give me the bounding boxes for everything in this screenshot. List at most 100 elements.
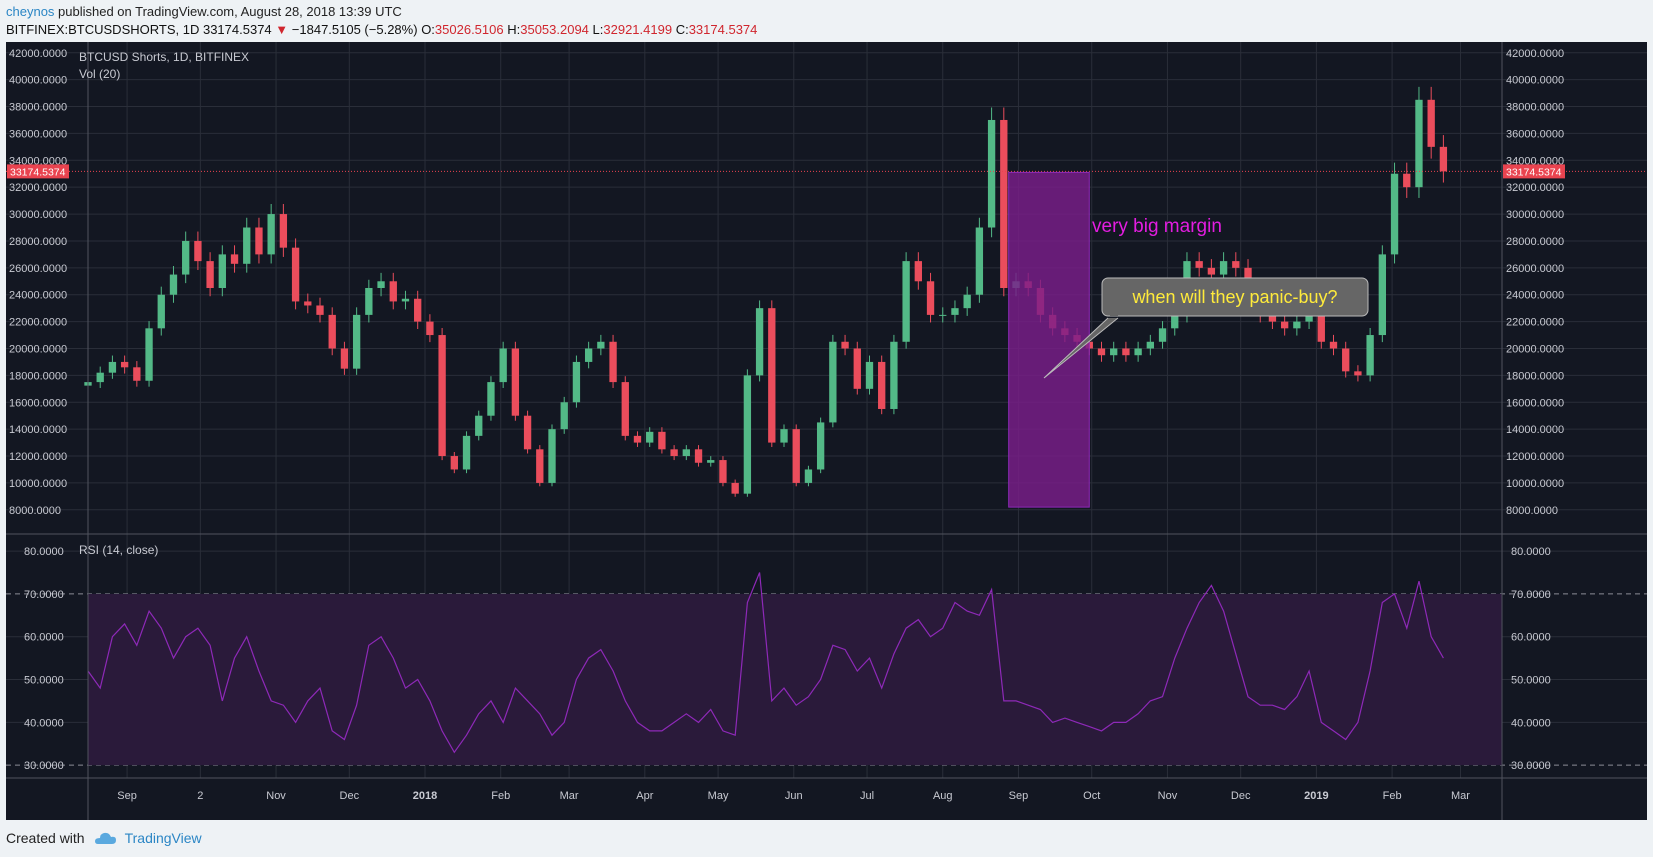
chart-canvas[interactable]: Sep 2 Nov Dec 2018 Feb Mar Apr May Jun Jul Aug Sep Oc… — [6, 42, 1647, 820]
candle-body — [169, 274, 178, 295]
x-tick-label: Apr — [636, 790, 653, 802]
x-tick-label: Dec — [340, 790, 360, 802]
y-tick-label-left: 36000.0000 — [9, 128, 67, 140]
rsi-tick-label-left: 60.0000 — [24, 632, 64, 644]
rsi-tick-label-right: 60.0000 — [1511, 632, 1551, 644]
y-tick-label-right: 20000.0000 — [1506, 343, 1564, 355]
candle-body — [1403, 173, 1411, 188]
candle-body — [914, 261, 922, 282]
y-tick-label-right: 26000.0000 — [1506, 263, 1564, 275]
y-tick-label-right: 42000.0000 — [1506, 48, 1564, 60]
candle-body — [462, 435, 471, 470]
y-tick-label-left: 8000.0000 — [9, 505, 61, 517]
rsi-tick-label-right: 30.0000 — [1511, 760, 1551, 772]
rsi-tick-label-left: 30.0000 — [24, 760, 64, 772]
candle-body — [707, 460, 715, 463]
candle-body — [902, 261, 910, 342]
x-tick-label: Nov — [266, 790, 286, 802]
margin-box[interactable] — [1008, 171, 1090, 508]
candle-body — [1122, 348, 1130, 356]
close-label: C: — [675, 22, 689, 37]
rsi-tick-label-right: 40.0000 — [1511, 717, 1551, 729]
candle-body — [816, 422, 825, 470]
high-value: 35053.2094 — [520, 22, 589, 37]
candle-body — [1195, 261, 1203, 268]
candle-body — [499, 348, 507, 383]
legend-volume: Vol (20) — [79, 67, 120, 81]
y-tick-label-left: 20000.0000 — [9, 343, 67, 355]
candle-body — [365, 288, 373, 315]
candle-body — [1000, 119, 1008, 288]
low-label: L: — [592, 22, 604, 37]
y-tick-label-right: 18000.0000 — [1506, 370, 1564, 382]
candle-body — [792, 429, 800, 483]
candle-body — [1219, 261, 1228, 275]
y-tick-label-left: 24000.0000 — [9, 290, 67, 302]
candle-body — [1207, 267, 1216, 275]
candle-body — [609, 341, 617, 383]
candle-body — [841, 341, 849, 349]
y-tick-label-left: 32000.0000 — [9, 182, 67, 194]
tradingview-link[interactable]: TradingView — [124, 830, 202, 846]
candle-body — [1378, 254, 1386, 336]
candle-body — [926, 281, 935, 315]
x-tick-label: Aug — [933, 790, 953, 802]
candle-body — [572, 361, 581, 403]
close-value: 33174.5374 — [688, 22, 758, 37]
candle-body — [450, 456, 458, 470]
candle-body — [987, 119, 996, 228]
y-tick-label-left: 28000.0000 — [9, 236, 67, 248]
publish-text: published on TradingView.com, August 28,… — [54, 4, 402, 19]
open-label: O: — [421, 22, 435, 37]
rsi-tick-label-left: 50.0000 — [24, 675, 64, 687]
candle-body — [304, 301, 312, 306]
candle-body — [1134, 348, 1142, 356]
rsi-tick-label-right: 50.0000 — [1511, 675, 1551, 687]
callout-pointer — [1043, 317, 1119, 379]
candle-body — [230, 254, 239, 264]
candle-body — [584, 348, 593, 362]
candle-body — [1146, 341, 1154, 349]
y-tick-label-right: 12000.0000 — [1506, 451, 1564, 463]
y-tick-label-right: 30000.0000 — [1506, 209, 1564, 221]
candle-body — [475, 415, 483, 436]
callout[interactable]: when will they panic-buy? — [1043, 277, 1369, 379]
candle-body — [755, 308, 764, 376]
candle-body — [328, 314, 336, 349]
y-tick-label-right: 24000.0000 — [1506, 290, 1564, 302]
y-tick-label-right: 32000.0000 — [1506, 182, 1564, 194]
x-tick-label: Mar — [1451, 790, 1470, 802]
x-tick-label: 2 — [197, 790, 203, 802]
x-tick-label: Jun — [785, 790, 803, 802]
candles — [84, 86, 1448, 497]
last-price-tag-left-text: 33174.5374 — [10, 166, 66, 178]
high-label: H: — [507, 22, 521, 37]
down-arrow-icon: ▼ — [275, 22, 289, 37]
candle-body — [1439, 146, 1448, 172]
candle-body — [145, 328, 153, 381]
candle-body — [878, 361, 886, 409]
candle-body — [768, 308, 776, 443]
x-tick-label: Mar — [560, 790, 579, 802]
candle-body — [829, 341, 837, 423]
x-tick-label: Feb — [1383, 790, 1402, 802]
y-tick-label-right: 40000.0000 — [1506, 75, 1564, 87]
candle-body — [682, 449, 690, 457]
candle-body — [487, 382, 495, 416]
author-link[interactable]: cheynos — [6, 4, 55, 19]
tradingview-cloud-icon — [94, 832, 116, 844]
y-tick-label-left: 12000.0000 — [9, 451, 67, 463]
y-tick-label-right: 22000.0000 — [1506, 317, 1564, 329]
symbol-name: BITFINEX:BTCUSDSHORTS, 1D — [6, 22, 200, 37]
candle-body — [536, 449, 544, 483]
rsi-band — [88, 593, 1502, 766]
candle-body — [523, 415, 532, 450]
candle-body — [865, 361, 874, 389]
candle-body — [426, 321, 434, 336]
candle-body — [890, 341, 898, 409]
x-tick-label: Jul — [860, 790, 874, 802]
y-tick-label-right: 38000.0000 — [1506, 102, 1564, 114]
open-value: 35026.5106 — [434, 22, 504, 37]
candle-body — [255, 227, 263, 255]
candle-body — [316, 305, 324, 315]
